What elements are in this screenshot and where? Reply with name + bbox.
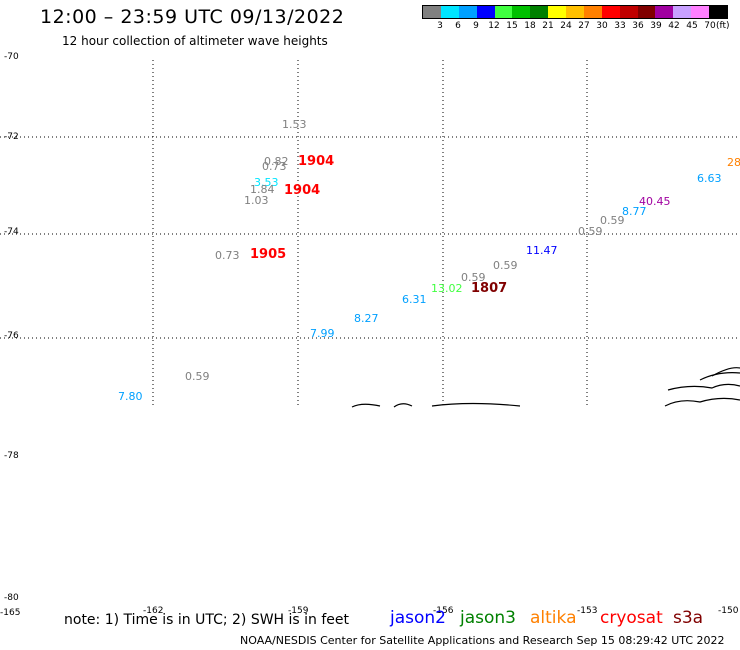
wave-height-value: 1904 — [298, 154, 335, 169]
wave-height-value: 1.84 — [250, 183, 275, 196]
lon-tick-label: -153 — [577, 606, 598, 616]
wave-height-value: 0.59 — [493, 259, 518, 272]
scale-label: 3 — [437, 21, 443, 31]
wave-height-value: 8.77 — [622, 205, 647, 218]
scale-swatch — [476, 6, 495, 18]
wave-height-value: 0.59 — [185, 370, 210, 383]
scale-label: 21 — [542, 21, 554, 31]
scale-swatch — [458, 6, 477, 18]
map-title: 12:00 – 23:59 UTC 09/13/2022 — [40, 6, 345, 28]
scale-swatch — [637, 6, 656, 18]
scale-swatch — [709, 6, 727, 18]
scale-label: 39 — [650, 21, 662, 31]
scale-swatch — [566, 6, 584, 18]
wave-height-value: 40.45 — [639, 195, 671, 208]
lat-tick-label: -78 — [4, 451, 19, 461]
scale-swatch — [530, 6, 549, 18]
scale-label: 30 — [596, 21, 608, 31]
footer-credit: NOAA/NESDIS Center for Satellite Applica… — [240, 634, 725, 647]
scale-units: (ft) — [716, 21, 730, 31]
scale-label: 12 — [488, 21, 500, 31]
scale-swatch — [548, 6, 566, 18]
wave-height-value: 8.27 — [354, 312, 379, 325]
scale-swatch — [619, 6, 638, 18]
wave-height-value: 0.59 — [600, 214, 625, 227]
lat-tick-label: -72 — [4, 132, 19, 142]
scale-label: 6 — [455, 21, 461, 31]
scale-swatch — [512, 6, 531, 18]
wave-height-value: 28 — [727, 156, 740, 169]
note-text: note: 1) Time is in UTC; 2) SWH is in fe… — [64, 612, 350, 628]
scale-swatch — [423, 6, 441, 18]
lat-tick-label: -70 — [4, 52, 19, 62]
scale-label: 27 — [578, 21, 590, 31]
graticule — [0, 60, 740, 405]
wave-height-value: 6.63 — [697, 172, 722, 185]
lon-tick-label: -165 — [0, 608, 21, 618]
color-scale-labels: 3 6 9 12 15 18 21 24 27 30 33 36 39 42 45 70 — [422, 21, 728, 33]
wave-height-value: 0.59 — [578, 225, 603, 238]
legend-s3a: s3a — [673, 608, 704, 628]
scale-label: 18 — [524, 21, 536, 31]
scale-label: 45 — [686, 21, 698, 31]
scale-label: 24 — [560, 21, 572, 31]
wave-height-value: 0.73 — [215, 249, 240, 262]
lon-tick-label: -162 — [143, 606, 164, 616]
wave-height-value: 1.53 — [282, 118, 307, 131]
lon-tick-label: -150 — [718, 606, 739, 616]
scale-label: 33 — [614, 21, 626, 31]
scale-swatch — [601, 6, 620, 18]
scale-swatch — [691, 6, 709, 18]
scale-swatch — [583, 6, 602, 18]
wave-height-value: 0.82 — [264, 155, 289, 168]
legend-altika: altika — [530, 608, 577, 628]
legend-jason2: jason2 — [390, 608, 446, 628]
scale-swatch — [673, 6, 692, 18]
map-subtitle: 12 hour collection of altimeter wave hei… — [62, 34, 328, 48]
wave-height-value: 6.31 — [402, 293, 427, 306]
scale-label: 42 — [668, 21, 680, 31]
color-scale-bar — [422, 5, 728, 19]
wave-height-value: 13.02 — [431, 282, 463, 295]
wave-height-value: 11.47 — [526, 244, 558, 257]
lat-tick-label: -74 — [4, 227, 19, 237]
wave-height-value: 1.03 — [244, 194, 269, 207]
lon-tick-label: -159 — [288, 606, 309, 616]
wave-height-value: 7.80 — [118, 390, 143, 403]
scale-label: 9 — [473, 21, 479, 31]
wave-height-value: 1807 — [471, 281, 508, 296]
lat-tick-label: -76 — [4, 331, 19, 341]
legend-jason3: jason3 — [460, 608, 516, 628]
scale-swatch — [494, 6, 513, 18]
wave-height-value: 1905 — [250, 247, 287, 262]
wave-height-value: 0.73 — [262, 160, 287, 173]
wave-height-value: 3.53 — [254, 176, 279, 189]
coastline — [351, 367, 740, 408]
lon-tick-label: -156 — [433, 606, 454, 616]
wave-height-value: 1904 — [284, 183, 321, 198]
scale-swatch — [440, 6, 459, 18]
legend-cryosat: cryosat — [600, 608, 663, 628]
lat-tick-label: -80 — [4, 593, 19, 603]
scale-label: 15 — [506, 21, 518, 31]
scale-swatch — [655, 6, 674, 18]
wave-height-value: 7.99 — [310, 327, 335, 340]
scale-label: 36 — [632, 21, 644, 31]
scale-label: 70 — [704, 21, 716, 31]
wave-height-value: 0.59 — [461, 271, 486, 284]
